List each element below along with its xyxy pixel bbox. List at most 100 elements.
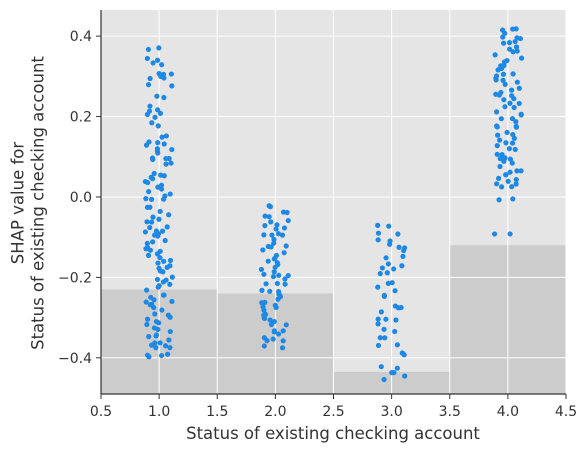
data-point	[144, 240, 150, 246]
data-point	[497, 137, 503, 143]
data-point	[169, 274, 175, 280]
data-point	[144, 204, 151, 210]
data-point	[163, 277, 169, 283]
data-point	[400, 253, 406, 259]
data-point	[161, 292, 167, 298]
data-point	[145, 252, 152, 258]
data-point	[496, 92, 502, 98]
data-point	[273, 304, 279, 311]
data-point	[382, 335, 388, 341]
data-point	[259, 287, 265, 293]
data-point	[270, 336, 276, 342]
data-point	[518, 55, 525, 61]
data-point	[518, 168, 524, 174]
data-point	[381, 293, 387, 300]
data-point	[509, 184, 515, 190]
data-point	[375, 222, 381, 228]
data-point	[161, 141, 167, 147]
data-point	[261, 271, 267, 277]
data-point	[160, 196, 167, 202]
data-point	[268, 321, 274, 328]
data-point	[508, 87, 515, 93]
data-point	[283, 322, 289, 328]
data-point	[280, 338, 286, 344]
data-point	[389, 280, 395, 286]
data-point	[273, 226, 279, 232]
data-point	[158, 73, 164, 80]
data-point	[143, 196, 149, 202]
data-point	[148, 196, 155, 202]
data-point	[375, 237, 381, 243]
data-point	[144, 321, 150, 328]
data-point	[378, 309, 385, 315]
data-point	[506, 40, 513, 46]
data-point	[261, 343, 267, 349]
data-point	[150, 214, 156, 220]
x-tick-label: 2.0	[264, 404, 286, 420]
data-point	[153, 318, 159, 325]
data-point	[505, 178, 511, 184]
data-point	[507, 231, 513, 237]
data-point	[391, 369, 397, 376]
data-point	[155, 326, 161, 333]
data-point	[499, 65, 505, 71]
data-point	[143, 246, 149, 252]
data-point	[161, 258, 167, 264]
data-point	[157, 340, 163, 346]
data-point	[149, 219, 155, 225]
data-point	[384, 270, 390, 276]
data-point	[151, 170, 157, 177]
data-point	[169, 146, 175, 153]
data-point	[144, 316, 151, 322]
data-point	[153, 333, 159, 339]
data-point	[395, 231, 401, 237]
data-point	[496, 175, 502, 181]
data-point	[144, 287, 150, 293]
data-point	[511, 135, 517, 141]
data-point	[146, 188, 152, 195]
data-point	[158, 352, 165, 359]
data-point	[285, 217, 291, 224]
data-point	[497, 156, 503, 162]
y-tick-label: −0.2	[58, 270, 92, 286]
data-point	[271, 269, 277, 275]
data-point	[378, 364, 384, 370]
x-axis-label: Status of existing checking account	[186, 424, 480, 443]
data-point	[501, 97, 507, 103]
data-point	[512, 146, 518, 153]
data-point	[260, 247, 266, 253]
data-point	[392, 288, 398, 294]
data-point	[383, 255, 389, 261]
data-point	[494, 124, 500, 130]
data-point	[157, 255, 163, 261]
data-point	[516, 100, 522, 107]
data-point	[396, 244, 402, 250]
data-point	[402, 373, 408, 379]
data-point	[285, 272, 291, 279]
data-point	[381, 376, 387, 383]
data-point	[507, 169, 513, 175]
data-point	[166, 337, 172, 343]
data-point	[497, 163, 503, 170]
data-point	[169, 83, 175, 89]
data-point	[504, 129, 510, 136]
data-point	[166, 155, 172, 162]
data-point	[163, 133, 169, 139]
data-point	[379, 265, 386, 271]
data-point	[276, 272, 282, 278]
data-point	[264, 338, 270, 344]
data-point	[500, 71, 507, 77]
data-point	[160, 269, 166, 275]
data-point	[509, 140, 516, 146]
y-tick-label: 0.4	[70, 29, 92, 45]
data-point	[513, 26, 519, 32]
data-point	[501, 158, 507, 164]
data-point	[513, 119, 519, 125]
data-point	[518, 111, 524, 117]
data-point	[493, 77, 499, 83]
data-point	[375, 321, 381, 327]
data-point	[157, 208, 163, 215]
data-point	[510, 71, 516, 77]
data-point	[153, 345, 159, 351]
data-point	[507, 100, 513, 106]
